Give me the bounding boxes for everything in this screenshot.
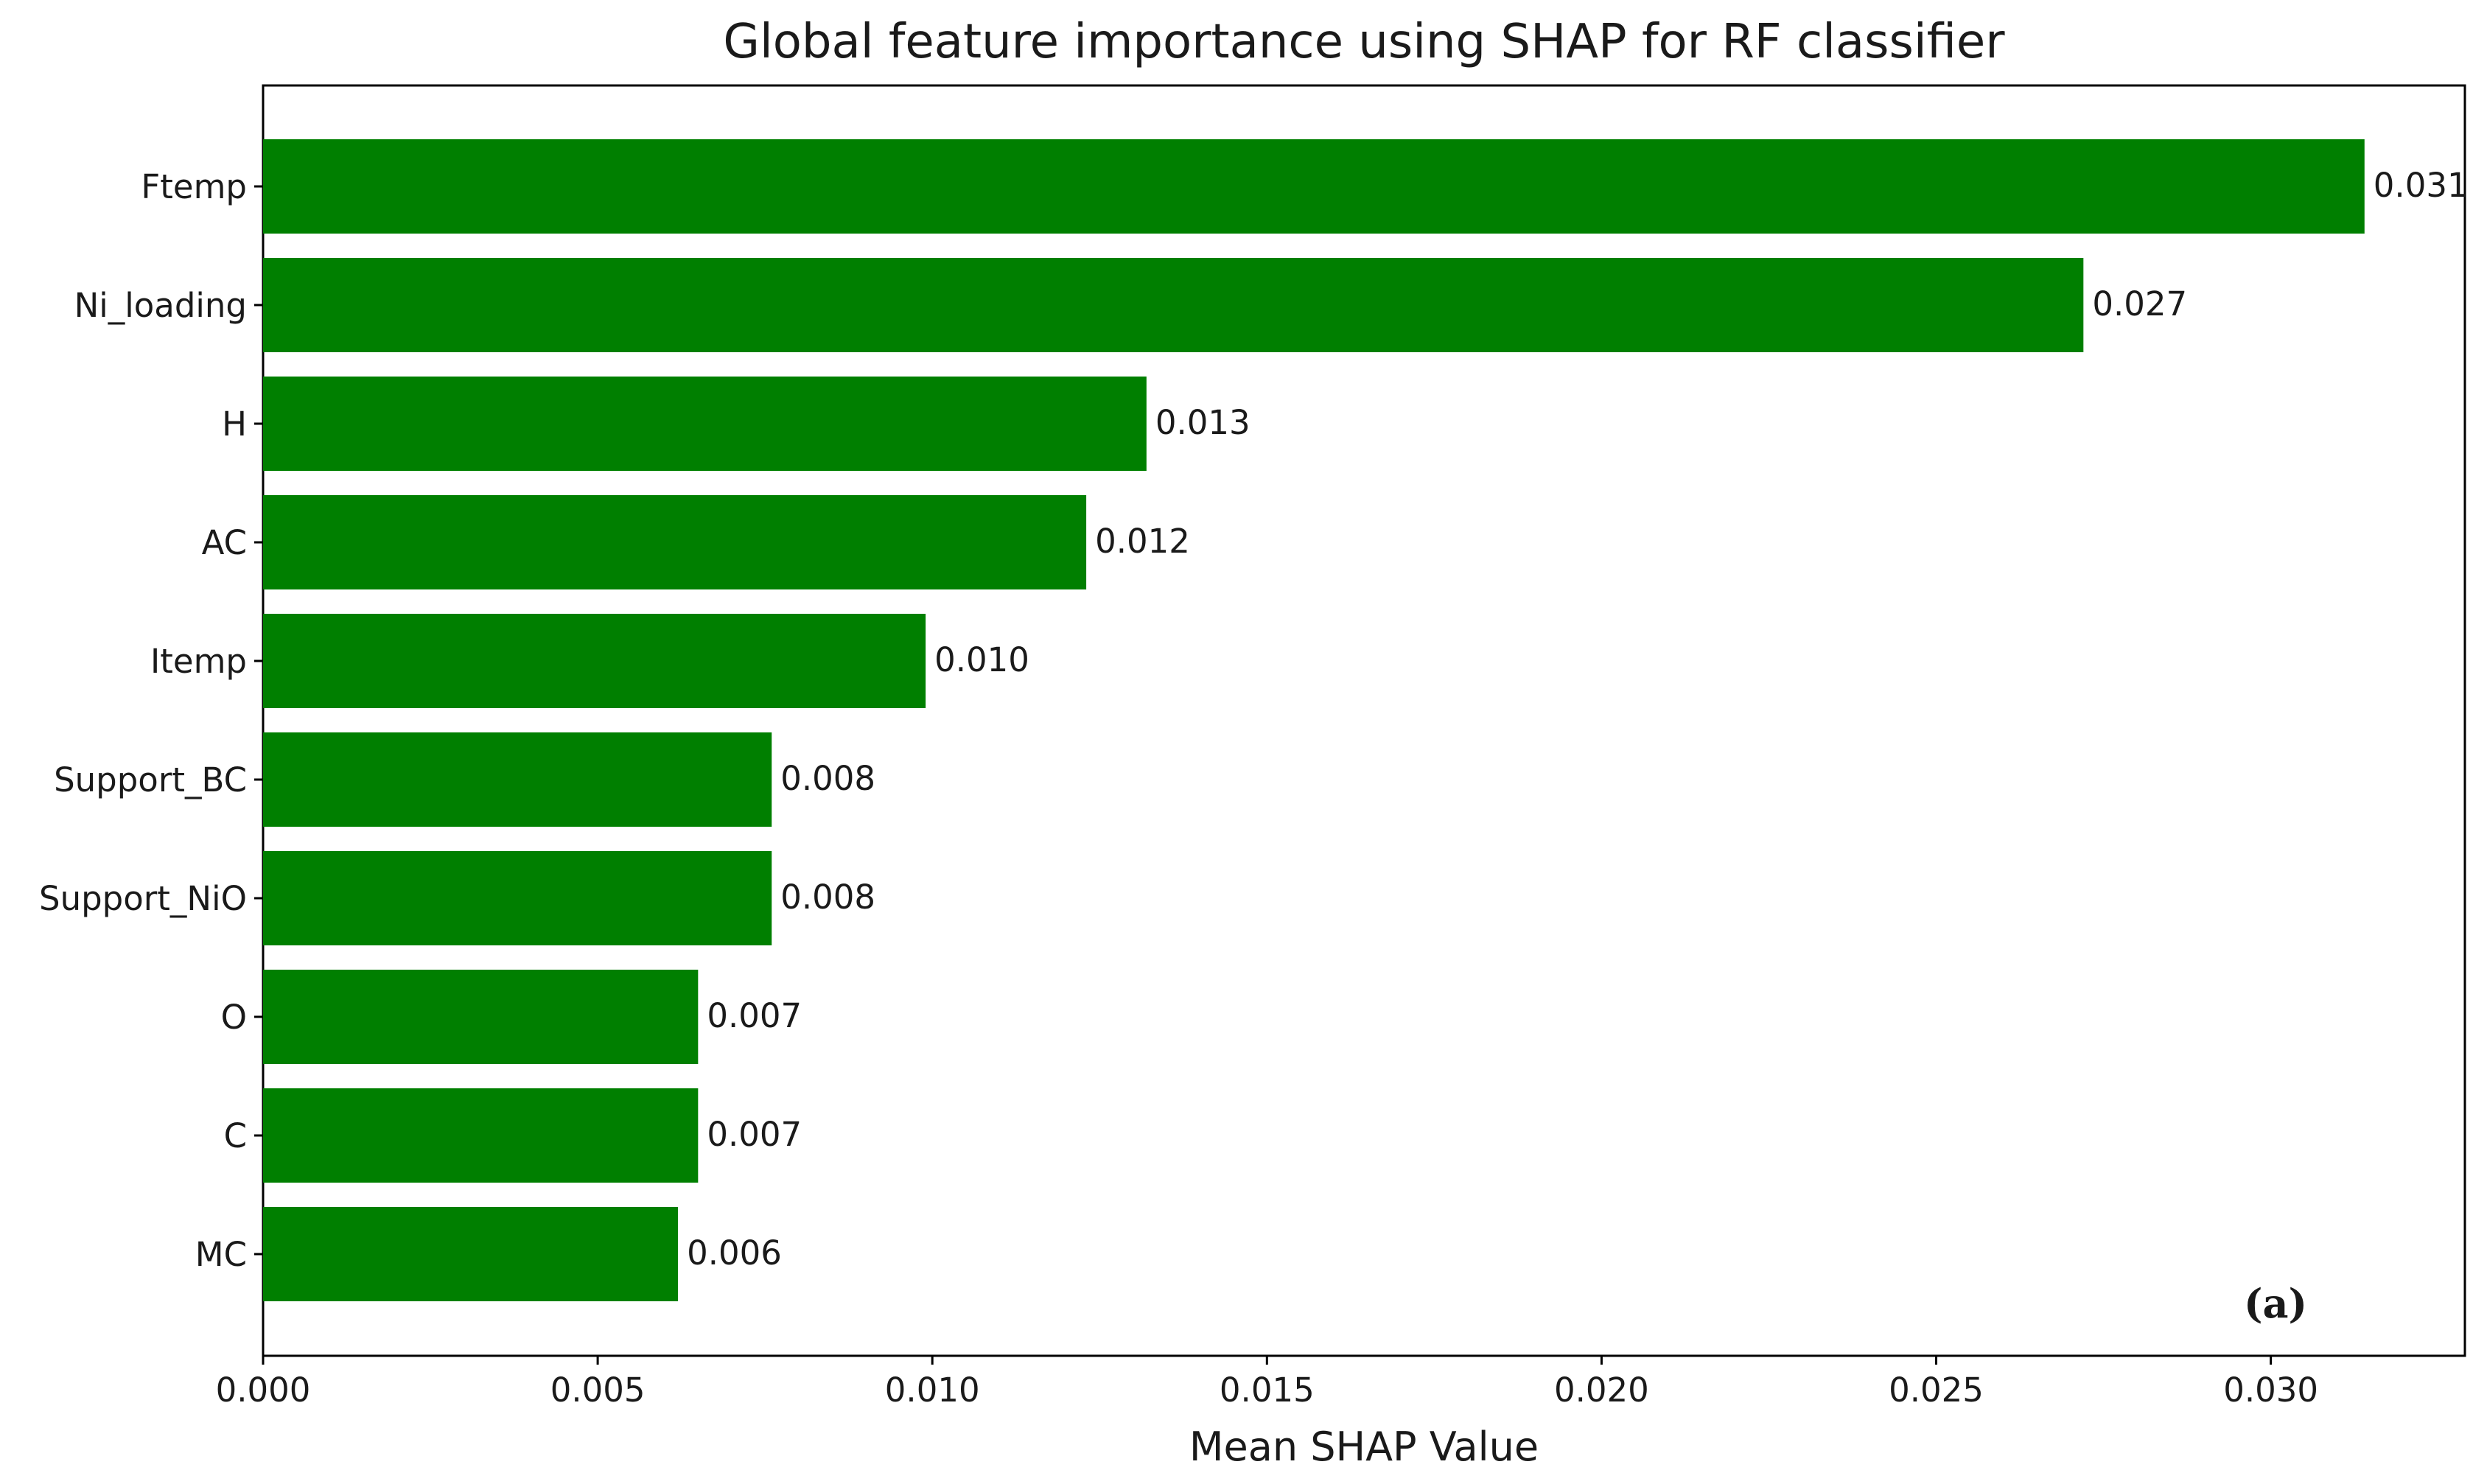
bar-value-label: 0.007	[707, 996, 802, 1035]
y-tick-label: Ftemp	[141, 167, 247, 206]
bar-value-label: 0.013	[1155, 403, 1251, 442]
x-tick-label: 0.020	[1554, 1371, 1649, 1410]
chart-title: Global feature importance using SHAP for…	[723, 15, 2005, 69]
bar-H	[263, 377, 1147, 471]
x-tick-label: 0.000	[216, 1371, 311, 1410]
y-tick-label: Ni_loading	[74, 286, 247, 325]
bar-value-label: 0.010	[934, 640, 1029, 679]
bar-value-label: 0.006	[687, 1233, 782, 1273]
x-tick-label: 0.005	[550, 1371, 646, 1410]
x-axis-label: Mean SHAP Value	[1189, 1424, 1539, 1470]
y-axis-ticks: Ftemp Ni_loading H AC Itemp Support_BC Support…	[39, 167, 263, 1274]
bar-Ftemp	[263, 139, 2365, 234]
bar-MC	[263, 1207, 679, 1301]
bar-Support_NiO	[263, 851, 772, 945]
bar-O	[263, 970, 699, 1064]
bar-value-label: 0.008	[780, 759, 875, 798]
x-tick-label: 0.030	[2223, 1371, 2318, 1410]
x-tick-label: 0.010	[885, 1371, 980, 1410]
y-tick-label: O	[221, 998, 247, 1037]
bar-value-label: 0.031	[2374, 166, 2469, 205]
x-tick-label: 0.015	[1220, 1371, 1315, 1410]
bar-value-label: 0.007	[707, 1115, 802, 1154]
x-axis-ticks: 0.000 0.005 0.010 0.015 0.020 0.025 0.030	[216, 1356, 2318, 1410]
y-tick-label: Support_NiO	[39, 879, 247, 918]
bar-value-label: 0.008	[780, 878, 875, 917]
y-tick-label: Itemp	[150, 642, 247, 681]
bar-value-label: 0.027	[2092, 284, 2187, 323]
bar-Itemp	[263, 614, 926, 708]
bar-Ni_loading	[263, 258, 2084, 352]
bar-value-label: 0.012	[1095, 522, 1190, 561]
bar-C	[263, 1088, 699, 1183]
y-tick-label: C	[224, 1116, 247, 1155]
y-tick-label: H	[222, 405, 247, 444]
bar-AC	[263, 495, 1087, 589]
x-tick-label: 0.025	[1889, 1371, 1984, 1410]
plot-area-frame	[262, 84, 2466, 1357]
bar-Support_BC	[263, 732, 772, 827]
y-tick-label: MC	[195, 1235, 247, 1274]
bars-layer: 0.031 0.027 0.013 0.012 0.010 0.008 0.008 0.007…	[263, 139, 2469, 1301]
y-tick-label: AC	[202, 523, 247, 562]
panel-label: (a)	[2244, 1280, 2307, 1327]
y-tick-label: Support_BC	[54, 760, 247, 799]
